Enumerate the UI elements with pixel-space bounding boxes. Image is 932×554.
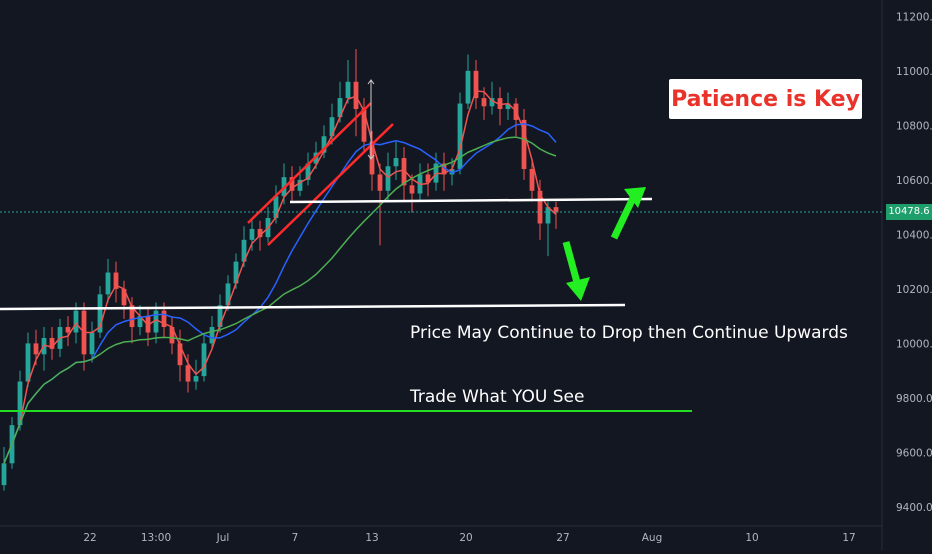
time-axis[interactable]: 22 13:00 Jul 7 13 20 27 Aug 10 17 xyxy=(83,532,855,544)
note-trade-what-you-see: Trade What YOU See xyxy=(409,387,584,407)
candles-layer xyxy=(1,49,559,491)
candle-body xyxy=(489,98,495,107)
price-tick-label: 10600.0 xyxy=(896,175,932,187)
candle-body xyxy=(409,185,415,194)
moving-average-line xyxy=(3,89,557,464)
candle-body xyxy=(345,81,351,99)
candle-body xyxy=(65,327,71,333)
note-drop-then-up: Price May Continue to Drop then Continue… xyxy=(410,323,848,343)
candle-body xyxy=(329,117,335,137)
candle-body xyxy=(153,310,159,333)
candle-body xyxy=(105,272,111,295)
price-tick-label: 10400.0 xyxy=(896,229,932,241)
candle-body xyxy=(113,272,119,289)
candle-body xyxy=(305,163,311,180)
candle-body xyxy=(209,327,215,344)
candle-body xyxy=(225,283,231,306)
price-tick-label: 10200.0 xyxy=(896,284,932,296)
candle-body xyxy=(201,343,207,377)
time-tick-label: 7 xyxy=(292,532,299,544)
candle-body xyxy=(321,136,327,153)
candle-body xyxy=(361,109,367,142)
price-axis[interactable]: 9400.0 9600.0 9800.0 10000.0 10200.0 10400.0 1… xyxy=(896,11,932,514)
time-tick-label: 10 xyxy=(745,532,758,544)
candle-body xyxy=(353,81,359,110)
price-tick-label: 9400.0 xyxy=(896,502,932,514)
channel-lower-line[interactable] xyxy=(267,123,394,246)
candle-body xyxy=(449,168,455,175)
candle-body xyxy=(273,196,279,219)
candle-body xyxy=(73,310,79,333)
candle-body xyxy=(129,305,135,328)
candle-body xyxy=(185,365,191,382)
moving-average-line xyxy=(3,136,557,464)
candle-body xyxy=(385,166,391,191)
candle-body xyxy=(89,332,95,355)
price-tick-label: 11000.0 xyxy=(896,66,932,78)
candle-body xyxy=(529,168,535,191)
price-tick-label: 11200.0 xyxy=(896,11,932,23)
candle-body xyxy=(169,327,175,344)
time-tick-label: 13 xyxy=(365,532,378,544)
price-tick-label: 10000.0 xyxy=(896,338,932,350)
vertical-marker-icon xyxy=(367,79,375,160)
resistance-line[interactable] xyxy=(289,197,653,204)
candle-body xyxy=(49,337,55,349)
candle-body xyxy=(121,288,127,306)
candle-body xyxy=(497,98,503,110)
channel-upper-line[interactable] xyxy=(247,102,372,224)
candle-body xyxy=(457,103,463,169)
time-tick-label: 27 xyxy=(556,532,569,544)
arrow-down-icon[interactable] xyxy=(562,241,590,301)
support-line[interactable] xyxy=(0,303,626,311)
candle-body xyxy=(545,207,551,224)
candle-body xyxy=(177,343,183,366)
candle-body xyxy=(521,119,527,169)
candle-body xyxy=(137,316,143,328)
time-tick-label: 20 xyxy=(459,532,472,544)
candle-body xyxy=(257,228,263,238)
candle-body xyxy=(33,343,39,355)
candle-body xyxy=(249,228,255,240)
candle-body xyxy=(1,463,7,486)
candle-body xyxy=(393,158,399,167)
candle-body xyxy=(241,239,247,262)
arrow-up-icon[interactable] xyxy=(610,187,646,240)
candle-body xyxy=(465,70,471,104)
candle-body xyxy=(289,177,295,191)
time-tick-label: 13:00 xyxy=(141,532,171,544)
time-tick-label: Aug xyxy=(642,532,663,544)
moving-average-line xyxy=(3,123,557,464)
candle-body xyxy=(505,103,511,110)
drawings-layer xyxy=(0,79,882,412)
candle-body xyxy=(425,174,431,183)
last-price-tag: 10478.6 xyxy=(886,204,932,220)
price-tick-label: 9600.0 xyxy=(896,447,932,459)
candle-body xyxy=(377,174,383,191)
time-tick-label: 17 xyxy=(842,532,855,544)
candle-body xyxy=(97,294,103,333)
candle-body xyxy=(537,190,543,224)
time-tick-label: Jul xyxy=(216,532,230,544)
candle-body xyxy=(401,158,407,186)
candle-body xyxy=(217,305,223,328)
candle-body xyxy=(337,98,343,118)
moving-averages-layer xyxy=(3,89,557,464)
price-tick-label: 9800.0 xyxy=(896,393,932,405)
time-tick-label: 22 xyxy=(83,532,96,544)
candle-body xyxy=(17,381,23,426)
candle-body xyxy=(161,310,167,328)
candle-body xyxy=(25,343,31,382)
title-box: Patience is Key xyxy=(669,79,862,119)
candle-body xyxy=(553,207,559,213)
price-tick-label: 10800.0 xyxy=(896,120,932,132)
candle-body xyxy=(441,163,447,175)
candle-body xyxy=(481,98,487,107)
title-box-text: Patience is Key xyxy=(671,86,860,112)
candle-body xyxy=(473,70,479,99)
candle-body xyxy=(297,179,303,191)
candle-body xyxy=(193,376,199,382)
candle-body xyxy=(233,261,239,284)
